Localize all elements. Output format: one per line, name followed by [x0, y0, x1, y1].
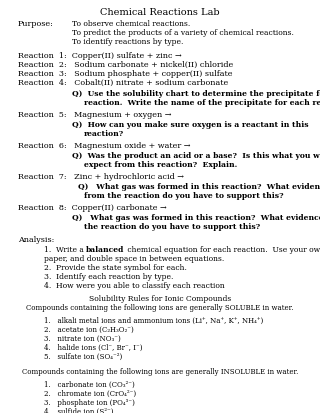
Text: Q)  How can you make sure oxygen is a reactant in this: Q) How can you make sure oxygen is a rea…: [72, 121, 308, 129]
Text: Reaction  1:  Copper(II) sulfate + zinc →: Reaction 1: Copper(II) sulfate + zinc →: [18, 52, 182, 60]
Text: 4.   halide ions (Cl⁻, Br⁻, I⁻): 4. halide ions (Cl⁻, Br⁻, I⁻): [44, 343, 142, 351]
Text: To predict the products of a variety of chemical reactions.: To predict the products of a variety of …: [72, 29, 294, 37]
Text: reaction?: reaction?: [84, 130, 124, 138]
Text: To observe chemical reactions.: To observe chemical reactions.: [72, 20, 190, 28]
Text: 4.  How were you able to classify each reaction: 4. How were you able to classify each re…: [44, 281, 225, 289]
Text: Analysis:: Analysis:: [18, 235, 54, 243]
Text: 1.   alkali metal ions and ammonium ions (Li⁺, Na⁺, K⁺, NH₄⁺): 1. alkali metal ions and ammonium ions (…: [44, 316, 263, 324]
Text: Q)  Use the solubility chart to determine the precipitate for each: Q) Use the solubility chart to determine…: [72, 90, 320, 98]
Text: Reaction  5:   Magnesium + oxygen →: Reaction 5: Magnesium + oxygen →: [18, 111, 172, 119]
Text: 3.   phosphate ion (PO₄³⁻): 3. phosphate ion (PO₄³⁻): [44, 398, 135, 406]
Text: Compounds containing the following ions are generally SOLUBLE in water.: Compounds containing the following ions …: [26, 303, 294, 311]
Text: balanced: balanced: [86, 245, 124, 254]
Text: Q)   What gas was formed in this reaction?  What evidence: Q) What gas was formed in this reaction?…: [78, 183, 320, 190]
Text: 3.   nitrate ion (NO₃⁻): 3. nitrate ion (NO₃⁻): [44, 334, 121, 342]
Text: chemical equation for each reaction.  Use your own: chemical equation for each reaction. Use…: [124, 245, 320, 254]
Text: 1.  Write a: 1. Write a: [44, 245, 86, 254]
Text: Reaction  6:   Magnesium oxide + water →: Reaction 6: Magnesium oxide + water →: [18, 142, 190, 150]
Text: reaction.  Write the name of the precipitate for each reaction.: reaction. Write the name of the precipit…: [84, 99, 320, 107]
Text: Compounds containing the following ions are generally INSOLUBLE in water.: Compounds containing the following ions …: [22, 367, 298, 375]
Text: expect from this reaction?  Explain.: expect from this reaction? Explain.: [84, 161, 237, 169]
Text: Reaction  4:   Cobalt(II) nitrate + sodium carbonate: Reaction 4: Cobalt(II) nitrate + sodium …: [18, 79, 228, 87]
Text: 2.   acetate ion (C₂H₃O₂⁻): 2. acetate ion (C₂H₃O₂⁻): [44, 325, 134, 333]
Text: Chemical Reactions Lab: Chemical Reactions Lab: [100, 8, 220, 17]
Text: from the reaction do you have to support this?: from the reaction do you have to support…: [84, 192, 284, 199]
Text: Reaction  7:   Zinc + hydrochloric acid →: Reaction 7: Zinc + hydrochloric acid →: [18, 173, 184, 180]
Text: To identify reactions by type.: To identify reactions by type.: [72, 38, 183, 46]
Text: 2.  Provide the state symbol for each.: 2. Provide the state symbol for each.: [44, 263, 187, 271]
Text: 4.   sulfide ion (S²⁻): 4. sulfide ion (S²⁻): [44, 407, 114, 413]
Text: paper, and double space in between equations.: paper, and double space in between equat…: [44, 254, 224, 262]
Text: Reaction  8:  Copper(II) carbonate →: Reaction 8: Copper(II) carbonate →: [18, 204, 167, 211]
Text: Reaction  2:   Sodium carbonate + nickel(II) chloride: Reaction 2: Sodium carbonate + nickel(II…: [18, 61, 233, 69]
Text: Solubility Rules for Ionic Compounds: Solubility Rules for Ionic Compounds: [89, 294, 231, 302]
Text: the reaction do you have to support this?: the reaction do you have to support this…: [84, 223, 260, 230]
Text: Reaction  3:   Sodium phosphate + copper(II) sulfate: Reaction 3: Sodium phosphate + copper(II…: [18, 70, 233, 78]
Text: 1.   carbonate ion (CO₃²⁻): 1. carbonate ion (CO₃²⁻): [44, 380, 135, 388]
Text: 3.  Identify each reaction by type.: 3. Identify each reaction by type.: [44, 272, 173, 280]
Text: Q)   What gas was formed in this reaction?  What evidence from: Q) What gas was formed in this reaction?…: [72, 214, 320, 221]
Text: Purpose:: Purpose:: [18, 20, 54, 28]
Text: 2.   chromate ion (CrO₄²⁻): 2. chromate ion (CrO₄²⁻): [44, 389, 136, 397]
Text: 5.   sulfate ion (SO₄⁻²): 5. sulfate ion (SO₄⁻²): [44, 352, 122, 360]
Text: Q)  Was the product an acid or a base?  Is this what you would: Q) Was the product an acid or a base? Is…: [72, 152, 320, 159]
